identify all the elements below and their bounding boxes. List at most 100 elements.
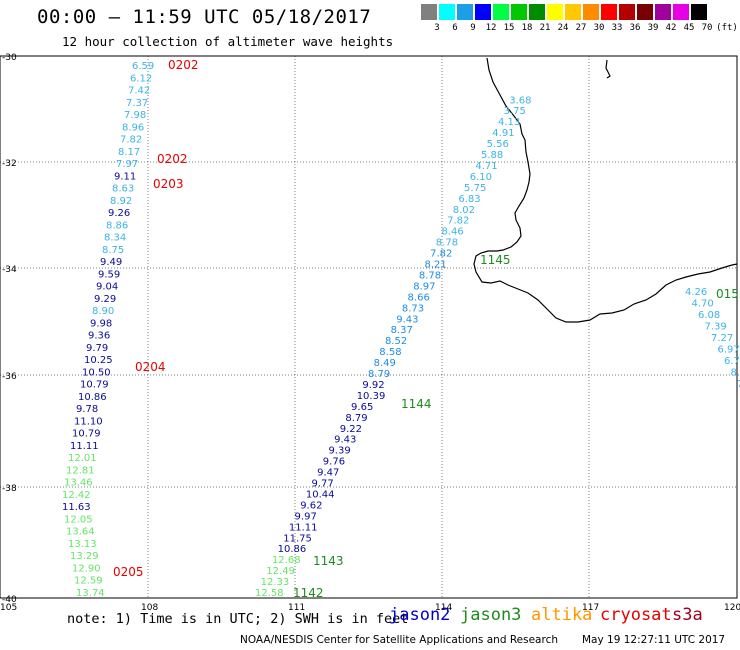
swh-value: 13.64 xyxy=(66,527,95,538)
swh-value: 9.11 xyxy=(114,171,136,182)
swh-value: 7.42 xyxy=(128,86,150,97)
pass-time-label: 1143 xyxy=(313,554,344,568)
swh-value: 7.97 xyxy=(116,159,138,170)
sat-label-altika: altika xyxy=(531,605,593,625)
lat-label: -38 xyxy=(2,484,17,494)
legend-swatch xyxy=(583,4,599,20)
legend-swatch xyxy=(439,4,455,20)
swh-value: 7.98 xyxy=(124,110,146,121)
swh-value: 5.75 xyxy=(464,183,486,194)
swh-value: 6.72 xyxy=(724,356,740,367)
swh-value: 11.75 xyxy=(283,533,312,544)
credit-line: NOAA/NESDIS Center for Satellite Applica… xyxy=(240,634,558,646)
swh-value: 9.98 xyxy=(90,318,112,329)
swh-value: 6.08 xyxy=(698,310,720,321)
swh-value: 9.97 xyxy=(295,511,317,522)
legend-swatch xyxy=(655,4,671,20)
legend-label: 27 xyxy=(575,23,587,33)
swh-value: 9.43 xyxy=(396,314,418,325)
swh-value: 6.10 xyxy=(470,172,492,183)
lon-label: 105 xyxy=(0,603,17,613)
swh-value: 3.75 xyxy=(504,106,526,117)
lon-label: 117 xyxy=(582,603,599,613)
swh-value: 12.68 xyxy=(272,555,301,566)
legend-swatch xyxy=(673,4,689,20)
swh-value: 8.75 xyxy=(102,245,124,256)
legend-swatch xyxy=(511,4,527,20)
swh-value: 4.13 xyxy=(498,117,520,128)
altimeter-tracks: 6.596.127.427.377.988.967.828.177.979.11… xyxy=(62,58,740,600)
legend-label: 45 xyxy=(683,23,695,33)
lat-label: -36 xyxy=(2,372,17,382)
swh-value: 12.01 xyxy=(68,453,97,464)
legend-label: 21 xyxy=(539,23,551,33)
legend-swatch xyxy=(691,4,707,20)
lat-label: -34 xyxy=(2,265,17,275)
legend-label: 18 xyxy=(521,23,533,33)
swh-value: 10.79 xyxy=(72,429,101,440)
swh-value: 12.33 xyxy=(261,577,290,588)
legend-label: 39 xyxy=(647,23,659,33)
island-north xyxy=(605,59,611,79)
swh-value: 7.27 xyxy=(711,333,733,344)
map-title: 00:00 – 11:59 UTC 05/18/2017 xyxy=(37,6,372,28)
legend-label: 36 xyxy=(629,23,641,33)
swh-value: 8.17 xyxy=(118,147,140,158)
lon-label: 120 xyxy=(724,603,740,613)
swh-value: 9.49 xyxy=(100,257,122,268)
map-subtitle: 12 hour collection of altimeter wave hei… xyxy=(62,34,394,49)
pass-time-label: 0205 xyxy=(113,565,144,579)
swh-value: 12.49 xyxy=(266,566,295,577)
swh-value: 10.39 xyxy=(357,391,386,402)
swh-value: 8.79 xyxy=(345,413,367,424)
swh-value: 7.37 xyxy=(126,98,148,109)
swh-value: 8.73 xyxy=(402,303,424,314)
swh-value: 9.47 xyxy=(317,468,339,479)
legend-label: 9 xyxy=(470,23,476,33)
swh-value: 8.92 xyxy=(110,196,132,207)
legend-swatch xyxy=(475,4,491,20)
legend-label: 6 xyxy=(452,23,458,33)
swh-value: 10.44 xyxy=(306,489,335,500)
legend-swatch xyxy=(547,4,563,20)
sat-label-s3a: s3a xyxy=(672,605,703,625)
swh-value: 8.52 xyxy=(385,336,407,347)
swh-value: 7.82 xyxy=(430,249,452,260)
swh-value: 5.88 xyxy=(481,150,503,161)
swh-value: 13.13 xyxy=(68,539,97,550)
legend-swatch xyxy=(493,4,509,20)
legend-label: 12 xyxy=(485,23,497,33)
swh-value: 12.05 xyxy=(64,514,93,525)
pass-time-label: 0203 xyxy=(153,177,184,191)
swh-value: 8.63 xyxy=(112,184,134,195)
swh-value: 12.58 xyxy=(255,588,284,599)
swh-value: 8.96 xyxy=(122,122,144,133)
pass-time-label: 0204 xyxy=(135,360,166,374)
swh-value: 10.86 xyxy=(78,392,107,403)
swh-value: 11.63 xyxy=(62,502,91,513)
swh-value: 8.58 xyxy=(379,347,401,358)
swh-value: 8.02 xyxy=(453,205,475,216)
swh-value: 9.62 xyxy=(300,500,322,511)
coastline-west-australia xyxy=(473,57,738,323)
swh-value: 11.11 xyxy=(70,441,99,452)
legend-label: 42 xyxy=(665,23,677,33)
swh-value: 9.92 xyxy=(362,380,384,391)
pass-time-label: 1142 xyxy=(293,586,324,600)
pass-time-label: 1144 xyxy=(401,397,432,411)
lat-label: -30 xyxy=(2,53,17,63)
graticule xyxy=(0,56,737,598)
legend-swatch xyxy=(529,4,545,20)
swh-value: 6.83 xyxy=(458,194,480,205)
swh-value: 3.68 xyxy=(509,95,531,106)
swh-value: 8.79 xyxy=(368,369,390,380)
swh-value: 13.46 xyxy=(64,478,93,489)
pass-time-label: 015 xyxy=(716,287,739,301)
swh-value: 8.46 xyxy=(441,227,463,238)
swh-value: 9.79 xyxy=(86,343,108,354)
swh-value: 12.42 xyxy=(62,490,91,501)
footnote: note: 1) Time is in UTC; 2) SWH is in fe… xyxy=(67,611,409,627)
swh-value: 8.66 xyxy=(408,292,430,303)
